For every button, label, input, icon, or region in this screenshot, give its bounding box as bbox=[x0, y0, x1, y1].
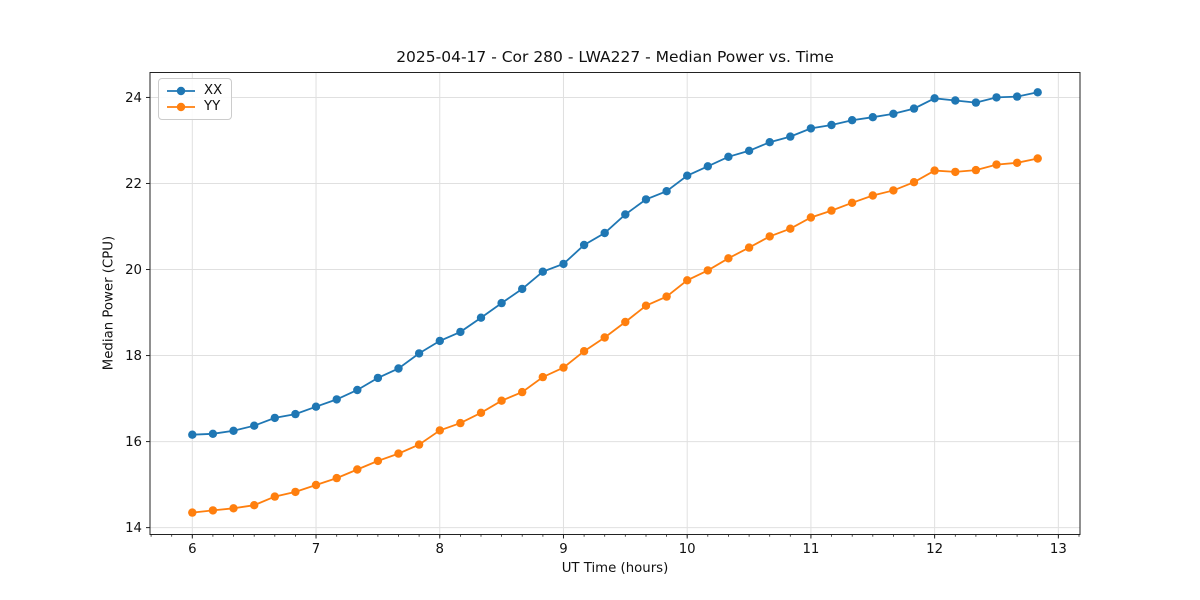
y-axis-label: Median Power (CPU) bbox=[101, 235, 117, 371]
legend: XX YY bbox=[158, 78, 233, 120]
legend-label-yy: YY bbox=[204, 99, 221, 115]
legend-item-xx: XX bbox=[166, 84, 222, 97]
svg-text:20: 20 bbox=[125, 263, 142, 278]
x-axis-label: UT Time (hours) bbox=[561, 561, 669, 576]
svg-text:13: 13 bbox=[1050, 542, 1067, 557]
svg-text:10: 10 bbox=[679, 542, 696, 557]
legend-item-yy: YY bbox=[166, 99, 222, 115]
svg-text:12: 12 bbox=[926, 542, 943, 557]
legend-line-marker-icon bbox=[167, 102, 195, 112]
svg-text:24: 24 bbox=[125, 91, 142, 106]
svg-text:16: 16 bbox=[125, 435, 142, 450]
svg-text:8: 8 bbox=[436, 542, 444, 557]
svg-text:6: 6 bbox=[188, 542, 196, 557]
legend-label-xx: XX bbox=[204, 83, 223, 98]
chart-title: 2025-04-17 - Cor 280 - LWA227 - Median P… bbox=[396, 48, 834, 66]
svg-text:9: 9 bbox=[559, 542, 567, 557]
svg-text:11: 11 bbox=[802, 542, 819, 557]
svg-text:7: 7 bbox=[312, 542, 320, 557]
legend-line-marker-icon bbox=[167, 86, 195, 95]
svg-text:22: 22 bbox=[125, 177, 142, 192]
svg-text:14: 14 bbox=[125, 521, 142, 536]
svg-text:18: 18 bbox=[125, 349, 142, 364]
